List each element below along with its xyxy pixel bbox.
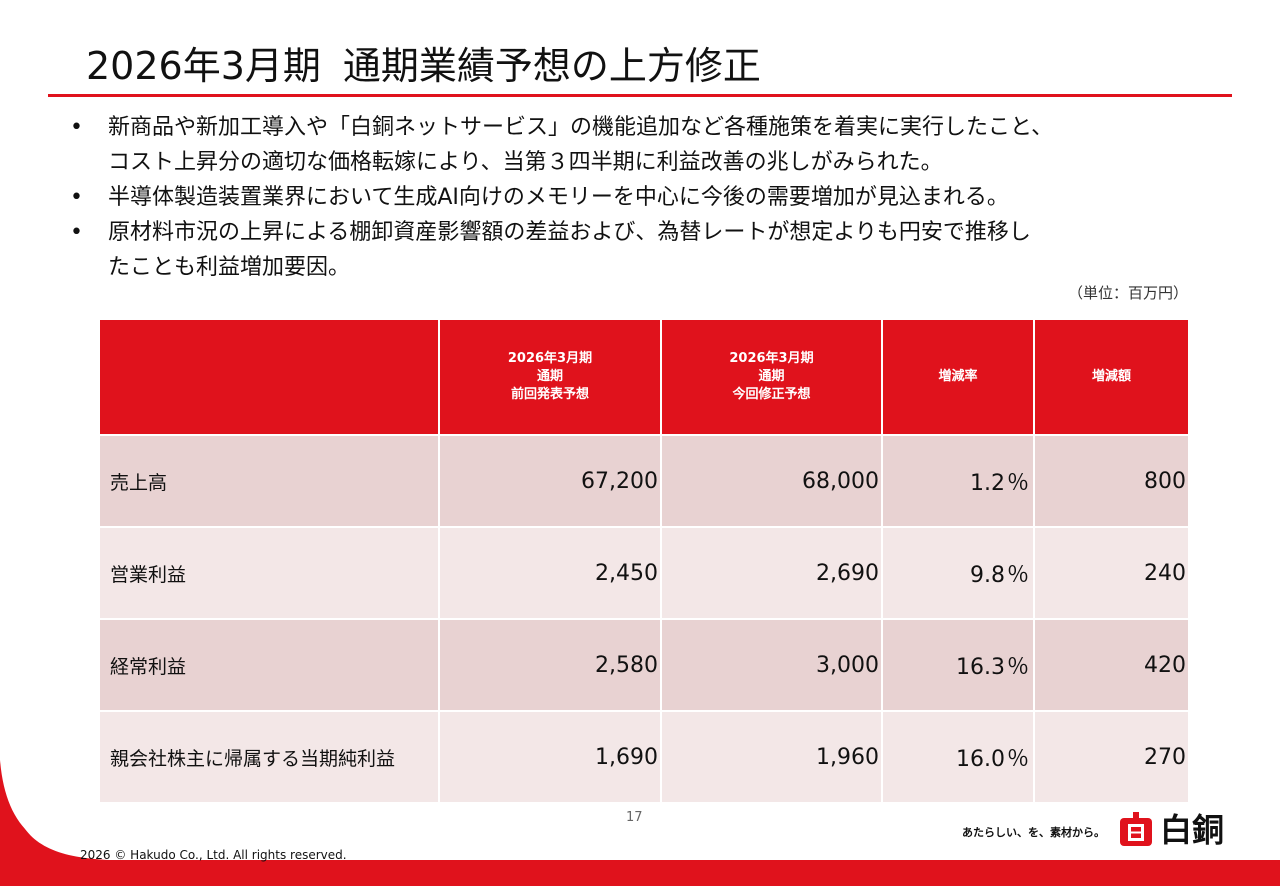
table-row: 親会社株主に帰属する当期純利益 1,690 1,960 16.0％ 270 <box>98 710 1190 804</box>
revised-value: 3,000 <box>660 618 883 712</box>
hakudo-logo-icon <box>1120 812 1152 846</box>
bullet-text: 新商品や新加工導入や「白銅ネットサービス」の機能追加など各種施策を着実に実行した… <box>108 115 1054 140</box>
bullet-item: • 半導体製造装置業界において生成AI向けのメモリーを中心に今後の需要増加が見込… <box>66 180 1216 215</box>
previous-value: 2,580 <box>438 618 662 712</box>
change-amount: 800 <box>1033 434 1190 528</box>
row-label: 売上高 <box>98 434 440 528</box>
revised-value: 1,960 <box>660 710 883 804</box>
unit-note: （単位：百万円） <box>1067 284 1188 302</box>
bullet-dot: • <box>70 115 83 140</box>
page-number: 17 <box>626 810 643 825</box>
bullet-text: 半導体製造装置業界において生成AI向けのメモリーを中心に今後の需要増加が見込まれ… <box>108 185 1009 210</box>
previous-value: 67,200 <box>438 434 662 528</box>
revised-value: 68,000 <box>660 434 883 528</box>
previous-value: 1,690 <box>438 710 662 804</box>
change-rate: 16.3％ <box>881 618 1035 712</box>
logo-text: 白銅 <box>1160 811 1225 849</box>
footer-red-curve <box>0 760 1280 886</box>
forecast-table: 2026年3月期 通期 前回発表予想 2026年3月期 通期 今回修正予想 増減… <box>98 318 1190 804</box>
previous-value: 2,450 <box>438 526 662 620</box>
table-row: 営業利益 2,450 2,690 9.8％ 240 <box>98 526 1190 620</box>
header-cell-change-amount: 増減額 <box>1033 318 1190 436</box>
change-rate: 9.8％ <box>881 526 1035 620</box>
copyright-text: 2026 © Hakudo Co., Ltd. All rights reser… <box>80 848 347 862</box>
bullet-text: たことも利益増加要因。 <box>108 255 351 280</box>
bullet-dot: • <box>70 220 83 245</box>
table-row: 売上高 67,200 68,000 1.2％ 800 <box>98 434 1190 528</box>
header-cell-previous-forecast: 2026年3月期 通期 前回発表予想 <box>438 318 662 436</box>
change-amount: 240 <box>1033 526 1190 620</box>
bullet-list: • 新商品や新加工導入や「白銅ネットサービス」の機能追加など各種施策を着実に実行… <box>66 110 1216 285</box>
change-rate: 16.0％ <box>881 710 1035 804</box>
change-rate: 1.2％ <box>881 434 1035 528</box>
brand-tagline: あたらしい、を、素材から。 <box>962 826 1105 839</box>
change-amount: 270 <box>1033 710 1190 804</box>
bullet-dot: • <box>70 185 83 210</box>
title-period: 2026年3月期 <box>86 44 321 88</box>
header-cell-change-rate: 増減率 <box>881 318 1035 436</box>
table-header-row: 2026年3月期 通期 前回発表予想 2026年3月期 通期 今回修正予想 増減… <box>98 318 1190 436</box>
bullet-text: コスト上昇分の適切な価格転嫁により、当第３四半期に利益改善の兆しがみられた。 <box>108 150 943 175</box>
header-cell-empty <box>98 318 440 436</box>
change-amount: 420 <box>1033 618 1190 712</box>
bullet-item: • 原材料市況の上昇による棚卸資産影響額の差益および、為替レートが想定よりも円安… <box>66 215 1216 285</box>
page-title: 2026年3月期 通期業績予想の上方修正 <box>86 38 761 94</box>
row-label: 親会社株主に帰属する当期純利益 <box>98 710 440 804</box>
title-divider <box>48 94 1232 97</box>
row-label: 経常利益 <box>98 618 440 712</box>
bullet-item: • 新商品や新加工導入や「白銅ネットサービス」の機能追加など各種施策を着実に実行… <box>66 110 1216 180</box>
title-heading: 通期業績予想の上方修正 <box>342 44 761 88</box>
bullet-text: 原材料市況の上昇による棚卸資産影響額の差益および、為替レートが想定よりも円安で推… <box>108 220 1031 245</box>
revised-value: 2,690 <box>660 526 883 620</box>
table-row: 経常利益 2,580 3,000 16.3％ 420 <box>98 618 1190 712</box>
row-label: 営業利益 <box>98 526 440 620</box>
header-cell-revised-forecast: 2026年3月期 通期 今回修正予想 <box>660 318 883 436</box>
